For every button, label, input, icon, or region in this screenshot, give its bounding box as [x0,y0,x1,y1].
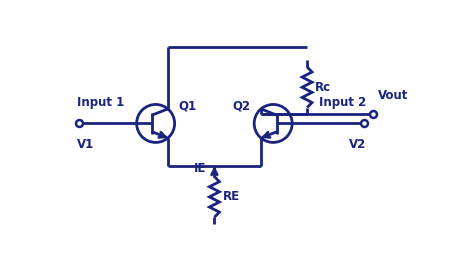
Text: Q1: Q1 [178,100,196,113]
Text: V1: V1 [76,138,94,151]
Text: RE: RE [222,190,240,203]
Text: V2: V2 [348,138,366,151]
Text: Q2: Q2 [232,100,251,113]
Text: Input 2: Input 2 [319,96,366,109]
Text: IE: IE [194,162,206,175]
Text: Rc: Rc [315,81,331,94]
Text: Vout: Vout [378,89,409,102]
Text: Input 1: Input 1 [76,96,124,109]
